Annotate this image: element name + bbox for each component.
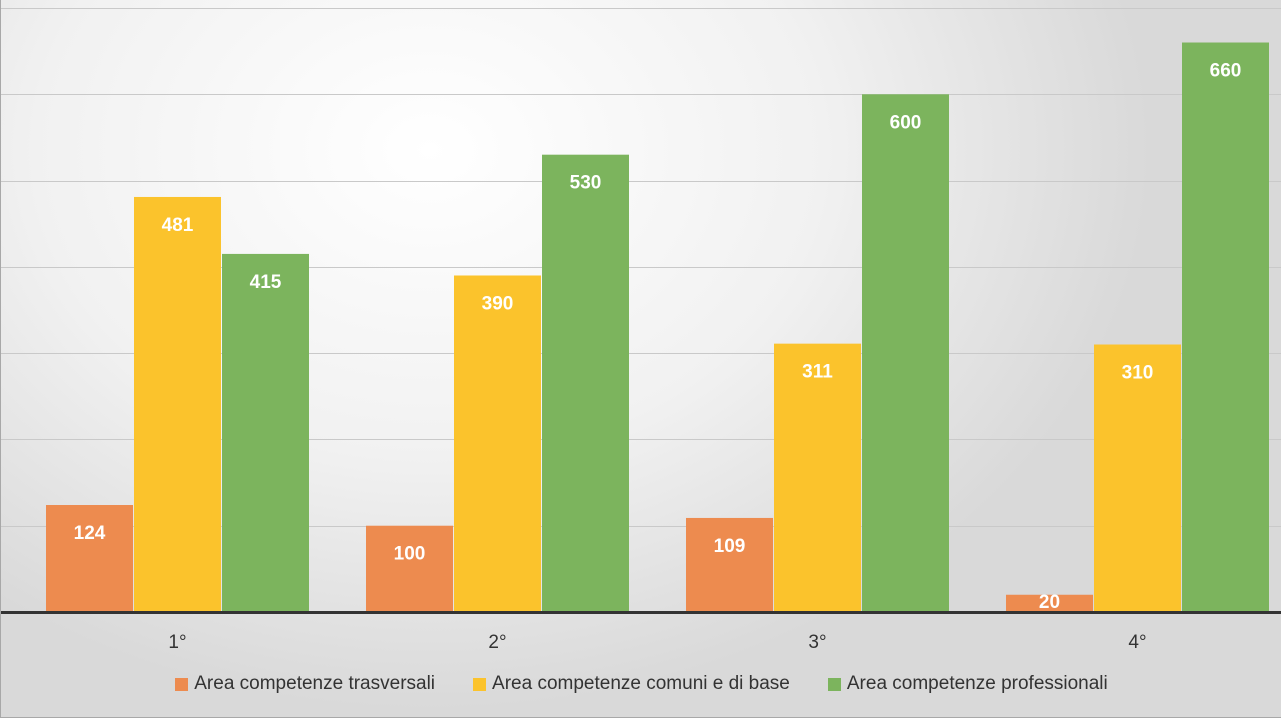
legend-swatch	[175, 677, 189, 691]
data-label: 100	[394, 544, 426, 565]
legend-swatch	[473, 677, 487, 691]
data-label: 481	[162, 215, 194, 236]
bar	[1094, 344, 1181, 612]
category-label: 4°	[1128, 632, 1146, 653]
data-label: 109	[714, 536, 746, 557]
bar	[862, 94, 949, 613]
bar	[1182, 42, 1269, 613]
bar	[454, 275, 541, 612]
bar	[686, 517, 773, 612]
bar	[222, 253, 309, 612]
data-label: 311	[802, 362, 833, 383]
bar	[542, 154, 629, 612]
data-label: 600	[890, 112, 922, 133]
data-label: 415	[250, 272, 282, 293]
bar	[46, 505, 133, 612]
category-label: 2°	[488, 632, 506, 653]
legend: Area competenze trasversali Area competen…	[1, 664, 1281, 704]
data-label: 660	[1210, 61, 1242, 82]
legend-label: Area competenze comuni e di base	[492, 673, 790, 694]
data-label: 124	[74, 523, 106, 544]
data-label: 530	[570, 173, 602, 194]
legend-swatch	[827, 677, 841, 691]
category-label: 1°	[168, 632, 186, 653]
category-label: 3°	[808, 632, 826, 653]
bar	[774, 343, 861, 612]
legend-label: Area competenze professionali	[846, 673, 1108, 694]
bar	[1006, 594, 1093, 612]
legend-item: Area competenze professionali	[827, 673, 1108, 695]
bar	[366, 525, 453, 612]
data-label: 20	[1039, 592, 1060, 613]
legend-item: Area competenze trasversali	[175, 673, 435, 695]
bar	[134, 196, 221, 613]
legend-label: Area competenze trasversali	[194, 673, 436, 694]
legend-item: Area competenze comuni e di base	[473, 673, 790, 695]
data-label: 390	[482, 293, 514, 314]
data-label: 310	[1122, 363, 1154, 384]
